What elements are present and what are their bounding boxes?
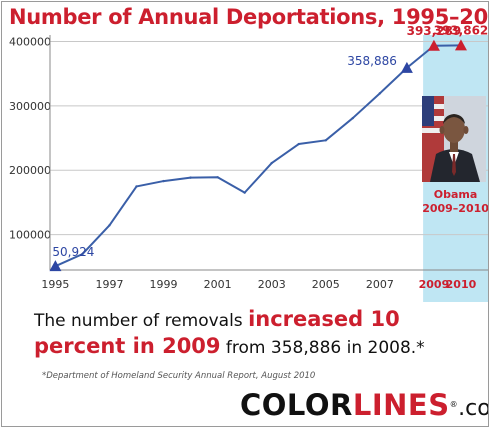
- data-point: [378, 92, 382, 95]
- x-tick-label: 2009: [419, 278, 450, 291]
- line-chart: 100000 200000 300000 400000 1995 1997 1999 2001…: [9, 23, 489, 302]
- source-footnote: *Department of Homeland Security Annual …: [42, 371, 316, 381]
- logo-registered-mark: ®: [449, 400, 459, 409]
- data-point: [135, 185, 138, 188]
- annotation-marker: [427, 39, 440, 51]
- caption: The number of removals increased 10 perc…: [34, 307, 484, 361]
- x-tick-label: 1999: [150, 278, 178, 291]
- x-tick-label: 2001: [204, 278, 232, 291]
- data-point: [81, 252, 84, 256]
- caption-text-start: The number of removals: [34, 311, 249, 331]
- y-tick-label: 300000: [9, 100, 51, 113]
- data-point: [351, 116, 355, 120]
- y-tick-label: 100000: [9, 229, 51, 242]
- data-label: 358,886: [347, 54, 397, 68]
- annotation-marker: [49, 260, 62, 272]
- obama-portrait: [422, 96, 486, 182]
- x-tick-label: 2010: [446, 278, 477, 291]
- annotation-marker: [454, 39, 467, 51]
- annotation-marker: [400, 61, 413, 73]
- data-point: [162, 179, 165, 183]
- deportations-series-line: [54, 44, 461, 268]
- obama-label: Obama: [434, 188, 478, 201]
- obama-years-label: 2009–2010: [422, 202, 489, 215]
- data-point: [216, 176, 219, 179]
- y-tick-label: 200000: [9, 164, 51, 177]
- data-point: [189, 176, 192, 179]
- data-point: [297, 142, 300, 146]
- data-label: 50,924: [52, 245, 94, 259]
- data-point: [270, 161, 273, 165]
- x-tick-label: 2007: [366, 278, 394, 291]
- logo-part-com: .com: [458, 396, 488, 421]
- data-point: [324, 139, 327, 142]
- caption-highlight: increased 10 percent in 2009: [34, 307, 400, 358]
- x-tick-label: 1997: [95, 278, 123, 291]
- logo-part-lines: LINES: [352, 388, 450, 422]
- data-label: 393,289: [407, 24, 462, 38]
- logo-part-color: COLOR: [240, 388, 353, 422]
- data-point: [108, 224, 111, 227]
- caption-text-end: from 358,886 in 2008.*: [220, 338, 425, 358]
- colorlines-logo: COLORLINES®.com: [240, 388, 488, 426]
- y-tick-label: 400000: [9, 35, 51, 48]
- x-tick-label: 2005: [312, 278, 340, 291]
- x-tick-label: 2003: [258, 278, 286, 291]
- data-label: 393,862: [434, 23, 489, 37]
- data-point: [243, 191, 246, 194]
- chart-title: Number of Annual Deportations, 1995–2010: [9, 5, 489, 29]
- x-tick-label: 1995: [41, 278, 69, 291]
